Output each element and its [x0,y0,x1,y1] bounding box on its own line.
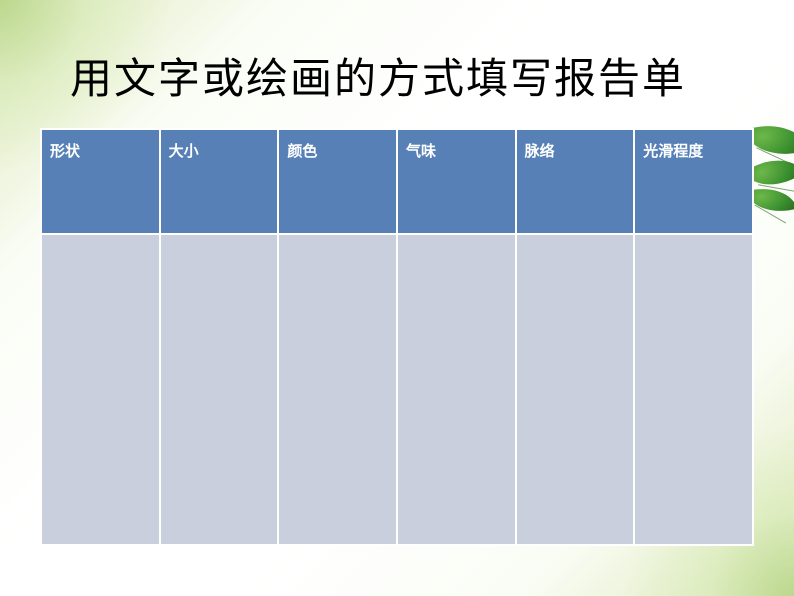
report-table: 形状 大小 颜色 气味 脉络 光滑程度 [40,128,754,546]
table-cell [278,234,397,545]
table-cell [160,234,279,545]
table-cell [41,234,160,545]
table-cell [397,234,516,545]
column-header-shape: 形状 [41,129,160,234]
report-table-container: 形状 大小 颜色 气味 脉络 光滑程度 [40,128,754,546]
column-header-veins: 脉络 [516,129,635,234]
column-header-color: 颜色 [278,129,397,234]
column-header-smell: 气味 [397,129,516,234]
slide-background: 用文字或绘画的方式填写报告单 形状 大小 颜色 气味 脉络 光滑程度 [0,0,794,596]
slide-title: 用文字或绘画的方式填写报告单 [70,45,686,106]
table-header-row: 形状 大小 颜色 气味 脉络 光滑程度 [41,129,753,234]
column-header-size: 大小 [160,129,279,234]
table-cell [634,234,753,545]
column-header-smoothness: 光滑程度 [634,129,753,234]
table-cell [516,234,635,545]
table-row [41,234,753,545]
